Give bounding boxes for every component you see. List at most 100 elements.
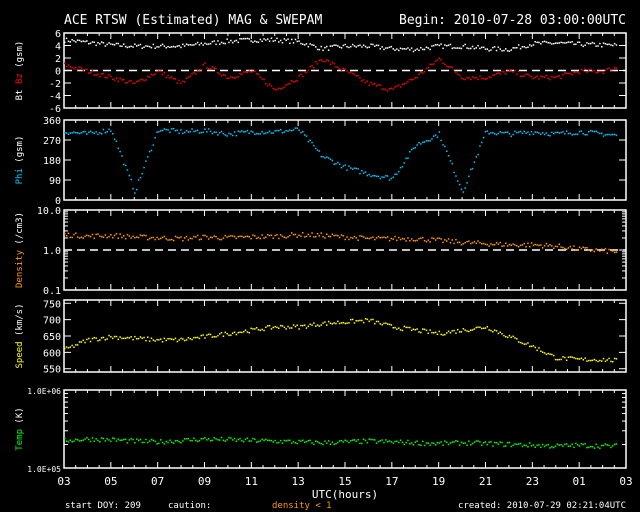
data-point-temp [213, 437, 215, 439]
data-point-phi [468, 175, 470, 178]
data-point-bz [254, 70, 256, 73]
data-point-bz [313, 67, 315, 69]
data-point-density [124, 237, 127, 240]
data-point-density [444, 239, 446, 241]
data-point-phi [503, 131, 505, 134]
data-point-bz [431, 63, 433, 66]
data-point-bt [86, 40, 88, 42]
data-point-phi [405, 157, 407, 160]
data-point-density [137, 236, 140, 239]
data-point-temp [565, 443, 568, 445]
data-point-speed [180, 337, 182, 340]
data-point-speed [220, 331, 223, 334]
data-point-phi [268, 130, 271, 132]
data-point-density [160, 237, 162, 240]
data-point-temp [460, 441, 463, 444]
y-tick-label: 550 [43, 365, 61, 376]
data-point-bt [243, 37, 245, 40]
data-point-bt [516, 47, 518, 49]
data-point-density [215, 236, 217, 238]
data-point-speed [497, 332, 500, 335]
data-point-bt [497, 46, 500, 48]
data-point-bz [362, 79, 365, 81]
data-point-phi [573, 133, 575, 136]
data-point-speed [82, 339, 84, 342]
data-point-bt [278, 41, 280, 43]
data-point-density [440, 238, 442, 240]
data-point-bz [505, 73, 507, 75]
data-point-phi [287, 130, 289, 132]
data-point-density [134, 237, 136, 239]
data-point-speed [446, 332, 448, 334]
y-tick-label: 4 [55, 42, 61, 53]
data-point-temp [458, 444, 461, 446]
data-point-speed [530, 345, 533, 348]
data-point-bt [76, 39, 79, 41]
begin-time: Begin: 2010-07-28 03:00:00UTC [399, 13, 626, 28]
data-point-bz [521, 75, 524, 78]
data-point-phi [198, 132, 201, 134]
data-point-density [248, 236, 250, 238]
data-point-speed [396, 328, 398, 330]
data-point-phi [99, 132, 101, 134]
data-point-density [475, 242, 477, 244]
data-point-bt [604, 43, 607, 45]
data-point-density [545, 242, 548, 245]
data-point-bz [222, 74, 225, 76]
data-point-density [300, 235, 302, 237]
data-point-temp [505, 445, 507, 447]
data-point-bt [615, 44, 618, 46]
data-point-bt [147, 45, 149, 47]
data-point-phi [534, 131, 536, 133]
data-point-bz [244, 71, 247, 73]
data-point-phi [490, 132, 492, 134]
data-point-speed [355, 320, 357, 322]
data-point-density [560, 246, 562, 248]
data-point-phi [228, 132, 230, 135]
data-point-bt [517, 44, 520, 46]
data-point-bt [195, 43, 197, 45]
data-point-bz [147, 75, 149, 78]
y-tick-label: 1.0 [43, 246, 61, 257]
data-point-speed [160, 338, 162, 340]
data-point-phi [527, 131, 529, 133]
data-point-speed [564, 356, 566, 359]
data-point-phi [311, 141, 313, 144]
data-point-bz [479, 75, 481, 77]
data-point-bz [93, 74, 95, 76]
data-point-bt [582, 45, 584, 48]
data-point-phi [64, 132, 66, 134]
data-point-bz [75, 66, 77, 69]
data-point-phi [110, 130, 112, 132]
data-point-speed [110, 336, 112, 338]
y-axis-label-part: Bt [15, 89, 25, 100]
data-point-bt [93, 41, 95, 43]
data-point-bt [279, 39, 282, 42]
data-point-speed [215, 336, 217, 338]
data-point-bz [558, 75, 560, 77]
data-point-temp [506, 442, 509, 444]
data-point-temp [147, 441, 149, 444]
data-point-phi [270, 132, 273, 134]
data-point-density [501, 245, 503, 247]
data-point-bz [270, 85, 273, 87]
data-point-bz [401, 83, 404, 86]
data-point-bt [196, 41, 199, 44]
data-point-density [189, 237, 191, 240]
data-point-speed [516, 338, 518, 340]
data-point-bt [193, 44, 195, 46]
data-point-bt [399, 47, 402, 49]
data-point-temp [497, 443, 500, 445]
data-point-bz [156, 70, 158, 73]
data-point-bz [584, 68, 586, 70]
data-point-speed [303, 324, 306, 326]
data-point-speed [176, 340, 179, 343]
data-point-density [126, 233, 129, 236]
data-point-temp [99, 441, 101, 443]
data-point-bz [171, 76, 173, 78]
data-point-bt [171, 46, 173, 48]
data-point-phi [291, 130, 293, 132]
data-point-bt [473, 47, 476, 50]
data-point-bt [577, 41, 579, 43]
